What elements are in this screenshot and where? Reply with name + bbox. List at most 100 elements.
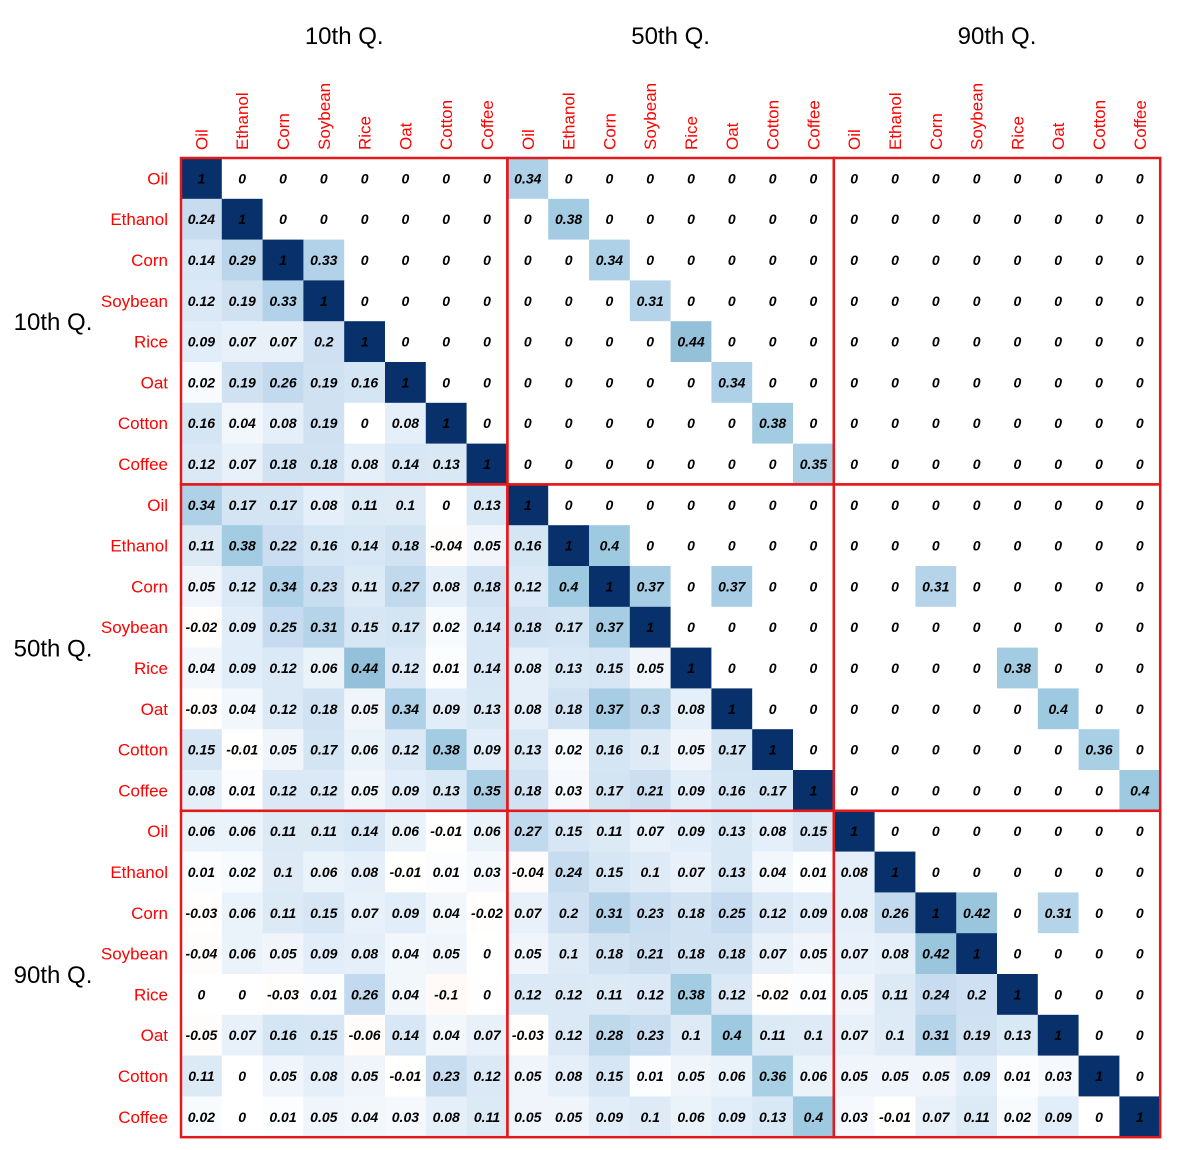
- heatmap-cell: [466, 239, 508, 281]
- cell-value-label: 0: [728, 252, 736, 268]
- heatmap-cell: [548, 974, 590, 1016]
- cell-value-label: 0.13: [718, 864, 745, 880]
- heatmap-cell: [1119, 647, 1161, 689]
- cell-value-label: 0.09: [800, 905, 827, 921]
- cell-value-label: 0.02: [188, 374, 215, 390]
- cell-value-label: 0.13: [514, 742, 541, 758]
- cell-value-label: 0.12: [229, 578, 256, 594]
- heatmap-cell: [507, 892, 549, 934]
- cell-value-label: 0.23: [637, 1027, 664, 1043]
- cell-value-label: 0.07: [637, 823, 665, 839]
- heatmap-cell: [344, 1014, 386, 1056]
- heatmap-cell: [385, 1014, 427, 1056]
- heatmap-cell: [629, 158, 671, 200]
- heatmap-cell: [997, 974, 1039, 1016]
- heatmap-cell: [874, 443, 916, 485]
- cell-value-label: 0: [932, 823, 940, 839]
- column-label-rice: Rice: [682, 116, 701, 150]
- heatmap-cell: [833, 810, 875, 852]
- cell-value-label: 0: [646, 497, 654, 513]
- heatmap-cell: [752, 484, 794, 526]
- heatmap-cell: [833, 1096, 875, 1138]
- cell-value-label: 0: [1014, 293, 1022, 309]
- cell-value-label: -0.05: [185, 1027, 217, 1043]
- column-label-soybean: Soybean: [315, 83, 334, 150]
- cell-value-label: 0: [1014, 456, 1022, 472]
- heatmap-cell: [385, 647, 427, 689]
- cell-value-label: 0: [810, 701, 818, 717]
- heatmap-cell: [1078, 810, 1120, 852]
- cell-value-label: 0: [973, 701, 981, 717]
- column-label-corn: Corn: [927, 113, 946, 150]
- heatmap-cell: [589, 362, 631, 404]
- heatmap-cell: [752, 525, 794, 567]
- cell-value-label: 0: [1014, 946, 1022, 962]
- heatmap-cell: [548, 239, 590, 281]
- heatmap-cell: [956, 851, 998, 893]
- cell-value-label: 0.18: [310, 701, 337, 717]
- cell-value-label: 0.12: [555, 1027, 582, 1043]
- heatmap-cell: [833, 198, 875, 240]
- heatmap-cell: [1119, 851, 1161, 893]
- heatmap-cell: [1119, 974, 1161, 1016]
- heatmap-cell: [915, 280, 957, 322]
- column-labels: Oil Ethanol Corn Soybean Rice Oat Cotton Coffee…: [192, 83, 1149, 150]
- cell-value-label: 0: [1136, 497, 1144, 513]
- heatmap-cell: [466, 1096, 508, 1138]
- cell-value-label: 0: [1095, 946, 1103, 962]
- cell-value-label: 0: [1136, 986, 1144, 1002]
- cell-value-label: 0.37: [596, 619, 624, 635]
- cell-value-label: 0.02: [555, 742, 582, 758]
- heatmap-cell: [833, 484, 875, 526]
- heatmap-cell: [1119, 810, 1161, 852]
- cell-value-label: 0.2: [967, 986, 987, 1002]
- cell-value-label: 0: [810, 374, 818, 390]
- cell-value-label: 0: [891, 782, 899, 798]
- cell-value-label: 0.06: [310, 660, 337, 676]
- cell-value-label: 0: [850, 293, 858, 309]
- cell-value-label: 0: [850, 170, 858, 186]
- heatmap-cell: [915, 1014, 957, 1056]
- cell-value-label: 0.24: [555, 864, 582, 880]
- heatmap-cell: [629, 688, 671, 730]
- cell-value-label: 0.02: [229, 864, 256, 880]
- cell-value-label: 0.03: [1045, 1068, 1072, 1084]
- cell-value-label: 0.08: [188, 782, 215, 798]
- column-label-cotton: Cotton: [764, 100, 783, 150]
- cell-value-label: 0.06: [473, 823, 500, 839]
- heatmap-cell: [303, 362, 345, 404]
- heatmap-cell: [507, 851, 549, 893]
- column-label-soybean: Soybean: [641, 83, 660, 150]
- cell-value-label: 0: [361, 170, 369, 186]
- heatmap-cell: [1037, 239, 1079, 281]
- cell-value-label: 0.08: [433, 578, 460, 594]
- heatmap-cell: [670, 606, 712, 648]
- cell-value-label: 0.01: [800, 864, 827, 880]
- heatmap-cell: [711, 239, 753, 281]
- heatmap-cell: [793, 810, 835, 852]
- heatmap-cell: [589, 158, 631, 200]
- heatmap-cell: [385, 1055, 427, 1097]
- cell-value-label: 0.24: [188, 211, 215, 227]
- cell-value-label: 0: [1014, 742, 1022, 758]
- heatmap-cell: [997, 1055, 1039, 1097]
- cell-value-label: 0.28: [596, 1027, 623, 1043]
- cell-value-label: 0: [402, 211, 410, 227]
- cell-value-label: 0.12: [188, 456, 215, 472]
- heatmap-cell: [997, 933, 1039, 975]
- cell-value-label: 0.42: [922, 946, 949, 962]
- cell-value-label: 0.14: [188, 252, 215, 268]
- cell-value-label: 0: [810, 293, 818, 309]
- heatmap-cell: [548, 647, 590, 689]
- cell-value-label: 0: [687, 538, 695, 554]
- heatmap-cell: [670, 566, 712, 608]
- heatmap-cell: [507, 647, 549, 689]
- heatmap-cell: [997, 321, 1039, 363]
- cell-value-label: 0: [728, 456, 736, 472]
- cell-value-label: 0: [524, 334, 532, 350]
- cell-value-label: 0: [728, 415, 736, 431]
- heatmap-cell: [466, 933, 508, 975]
- cell-value-label: 0.38: [759, 415, 786, 431]
- heatmap-cell: [548, 606, 590, 648]
- cell-value-label: 0: [1095, 619, 1103, 635]
